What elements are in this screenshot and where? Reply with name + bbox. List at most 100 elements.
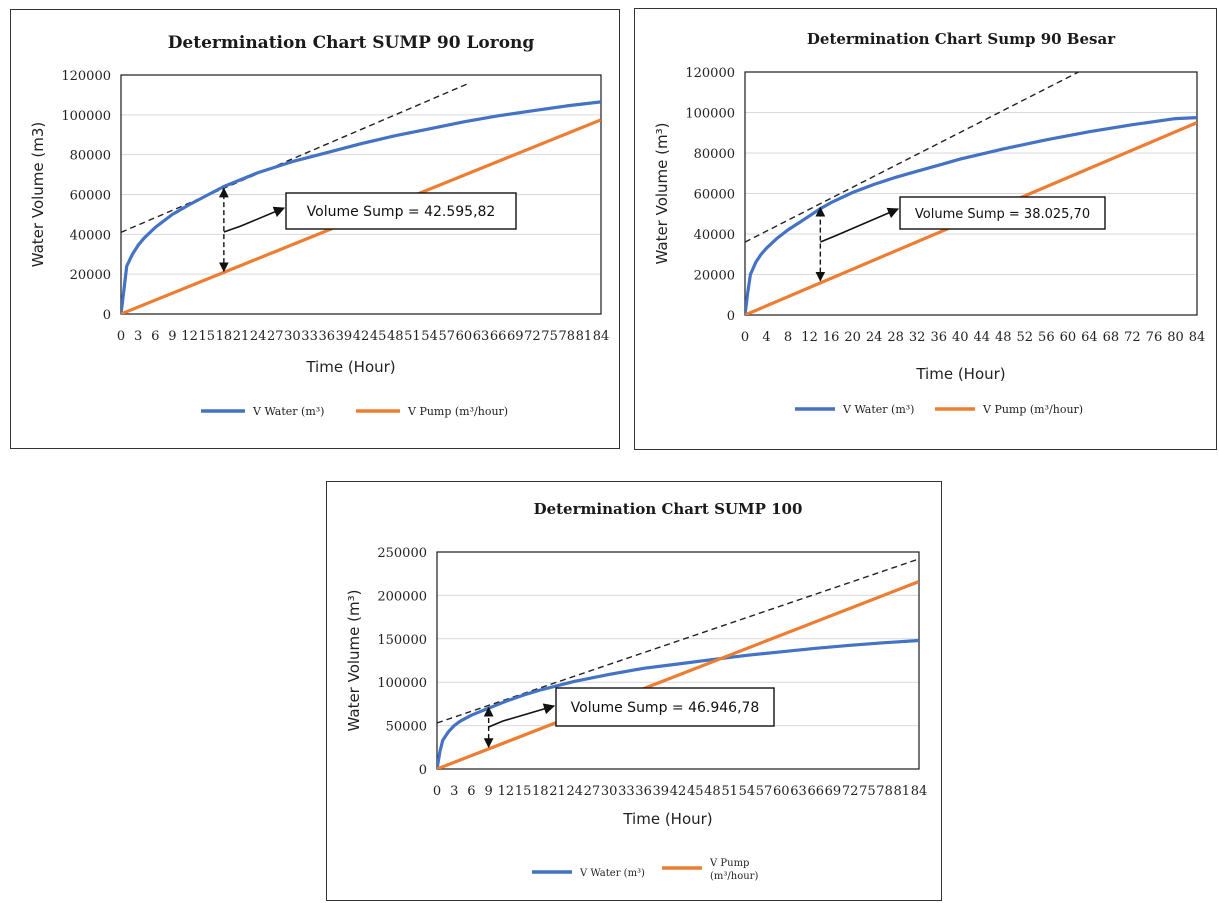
x-tick-label: 18 xyxy=(216,329,233,344)
x-tick-label: 6 xyxy=(467,784,475,799)
chart-title: Determination Chart SUMP 100 xyxy=(534,500,803,518)
x-tick-label: 28 xyxy=(887,330,904,345)
y-tick-label: 0 xyxy=(103,308,111,323)
legend-label-v-water: V Water (m³) xyxy=(252,405,324,418)
x-tick-label: 3 xyxy=(450,784,458,799)
x-tick-label: 21 xyxy=(233,329,250,344)
x-tick-label: 27 xyxy=(267,329,284,344)
legend-label-v-pump: V Pump (m³/hour) xyxy=(709,858,758,882)
x-tick-label: 76 xyxy=(1146,330,1163,345)
chart-panel-sump-90-lorong: Determination Chart SUMP 90 Lorong 0 20000… xyxy=(10,9,620,449)
x-tick-label: 60 xyxy=(456,329,473,344)
volume-sump-annotation: Volume Sump = 38.025,70 xyxy=(915,207,1090,222)
x-tick-label: 80 xyxy=(1167,330,1184,345)
y-tick-label: 200000 xyxy=(377,589,427,604)
x-tick-label: 63 xyxy=(473,329,490,344)
x-tick-label: 60 xyxy=(1060,330,1077,345)
y-tick-label: 120000 xyxy=(61,69,111,84)
x-tick-label: 75 xyxy=(859,784,876,799)
x-tick-label: 54 xyxy=(421,329,438,344)
x-tick-label: 54 xyxy=(739,784,756,799)
x-tick-label: 4 xyxy=(762,330,770,345)
x-tick-label: 36 xyxy=(318,329,335,344)
x-tick-label: 27 xyxy=(584,784,601,799)
volume-sump-annotation-box xyxy=(285,192,517,230)
y-axis-label: Water Volume (m3) xyxy=(29,122,47,268)
x-tick-label: 48 xyxy=(995,330,1012,345)
x-tick-label: 9 xyxy=(168,329,176,344)
x-tick-label: 72 xyxy=(1124,330,1141,345)
plot-area-frame xyxy=(436,551,920,770)
y-tick-label: 100000 xyxy=(685,107,735,122)
series-line-v-pump xyxy=(437,580,919,769)
y-tick-label: 50000 xyxy=(386,720,427,735)
x-tick-label: 68 xyxy=(1103,330,1120,345)
x-tick-label: 6 xyxy=(151,329,159,344)
x-tick-label: 56 xyxy=(1038,330,1055,345)
x-tick-label: 12 xyxy=(181,329,198,344)
x-tick-label: 42 xyxy=(353,329,370,344)
x-tick-label: 57 xyxy=(438,329,455,344)
chart-panel-sump-90-besar: Determination Chart Sump 90 Besar 0 20000 4… xyxy=(634,8,1217,450)
x-tick-label: 48 xyxy=(387,329,404,344)
y-tick-label: 0 xyxy=(419,763,427,778)
legend-label-v-water: V Water (m³) xyxy=(842,403,914,416)
x-tick-label: 18 xyxy=(532,784,549,799)
x-tick-label: 60 xyxy=(773,784,790,799)
x-tick-label: 84 xyxy=(593,329,610,344)
x-tick-label: 51 xyxy=(721,784,738,799)
x-tick-label: 12 xyxy=(801,330,818,345)
x-tick-label: 66 xyxy=(807,784,824,799)
y-tick-label: 150000 xyxy=(377,633,427,648)
series-line-v-water xyxy=(437,638,919,769)
chart-svg-sump-90-lorong: Determination Chart SUMP 90 Lorong 0 20000… xyxy=(29,33,610,418)
x-tick-label: 81 xyxy=(894,784,911,799)
x-tick-label: 24 xyxy=(866,330,883,345)
x-tick-label: 21 xyxy=(549,784,566,799)
y-tick-label: 0 xyxy=(727,309,735,324)
x-tick-label: 33 xyxy=(301,329,318,344)
x-axis-label: Time (Hour) xyxy=(915,365,1005,383)
x-tick-label: 9 xyxy=(485,784,493,799)
legend-label-v-pump: V Pump (m³/hour) xyxy=(982,403,1083,416)
annotation-pointer-arrow xyxy=(488,703,556,728)
x-tick-label: 66 xyxy=(490,329,507,344)
x-tick-label: 81 xyxy=(576,329,593,344)
x-tick-label: 3 xyxy=(134,329,142,344)
y-tick-label: 100000 xyxy=(61,109,111,124)
x-tick-label: 15 xyxy=(198,329,215,344)
x-axis-label: Time (Hour) xyxy=(622,810,712,828)
x-tick-label: 42 xyxy=(670,784,687,799)
x-tick-label: 0 xyxy=(433,784,441,799)
x-tick-label: 52 xyxy=(1017,330,1034,345)
x-tick-label: 8 xyxy=(784,330,792,345)
x-axis-label: Time (Hour) xyxy=(305,358,395,376)
chart-svg-sump-100: Determination Chart SUMP 100 0 50000 100000… xyxy=(345,500,927,882)
tangent-line xyxy=(121,82,470,233)
x-tick-label: 57 xyxy=(756,784,773,799)
y-axis-label: Water Volume (m³) xyxy=(345,590,363,732)
y-tick-label: 80000 xyxy=(694,147,735,162)
chart-svg-sump-90-besar: Determination Chart Sump 90 Besar 0 20000 4… xyxy=(653,30,1206,416)
x-tick-label: 78 xyxy=(876,784,893,799)
x-tick-label: 15 xyxy=(515,784,532,799)
x-tick-label: 30 xyxy=(284,329,301,344)
volume-sump-annotation: Volume Sump = 42.595,82 xyxy=(307,204,496,220)
legend-label-v-water: V Water (m³) xyxy=(579,868,645,879)
plot-area-frame xyxy=(744,71,1198,316)
x-tick-label: 51 xyxy=(404,329,421,344)
x-tick-label: 64 xyxy=(1081,330,1098,345)
x-tick-label: 36 xyxy=(635,784,652,799)
x-tick-label: 63 xyxy=(790,784,807,799)
x-tick-label: 32 xyxy=(909,330,926,345)
x-tick-label: 39 xyxy=(653,784,670,799)
x-tick-label: 16 xyxy=(823,330,840,345)
y-tick-label: 250000 xyxy=(377,546,427,561)
y-tick-label: 60000 xyxy=(70,189,111,204)
y-tick-label: 40000 xyxy=(70,228,111,243)
series-line-v-water xyxy=(745,116,1197,315)
x-tick-label: 84 xyxy=(1189,330,1206,345)
x-tick-label: 20 xyxy=(844,330,861,345)
chart-title: Determination Chart Sump 90 Besar xyxy=(807,30,1116,48)
x-tick-label: 75 xyxy=(541,329,558,344)
